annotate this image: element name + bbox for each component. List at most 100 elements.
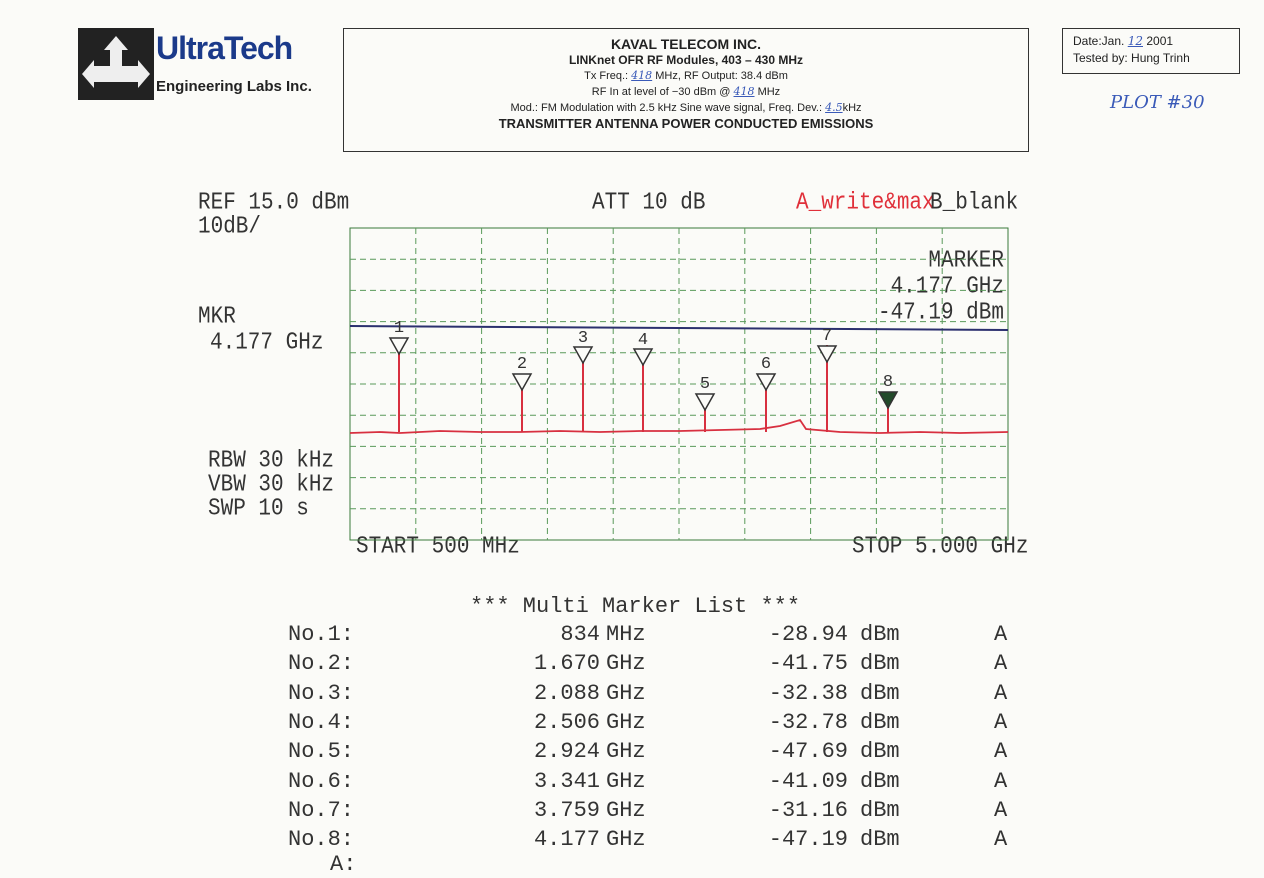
marker-number: 7	[822, 327, 832, 346]
rf-line: RF In at level of −30 dBm @ 418 MHz	[344, 84, 1028, 100]
marker-number: 6	[761, 355, 771, 374]
stop-freq: STOP 5.000 GHz	[852, 534, 1029, 561]
level: -32.38	[768, 680, 848, 706]
handwriting: 12	[1127, 34, 1143, 48]
marker-no: No.5:	[288, 739, 355, 765]
text: Tx Freq.:	[584, 70, 629, 82]
sweep: SWP 10 s	[208, 496, 309, 523]
freq-unit: GHz	[606, 797, 646, 823]
frequency: 3.341	[533, 768, 600, 794]
freq-unit: GHz	[606, 768, 646, 794]
text: Tested by:	[1073, 51, 1128, 65]
doc-title: TRANSMITTER ANTENNA POWER CONDUCTED EMIS…	[498, 116, 874, 131]
marker-number: 8	[883, 373, 893, 392]
marker-number: 3	[578, 329, 588, 348]
freq-unit: GHz	[606, 709, 646, 735]
freq-unit: GHz	[606, 680, 646, 706]
list-title: *** Multi Marker List ***	[470, 594, 801, 619]
trace: A	[994, 651, 1008, 677]
trace-a: A_write&max	[796, 190, 935, 217]
list-footer: A:	[330, 852, 357, 877]
spectrum-plot: 1 2 3 4 5 6 7 8	[349, 227, 1009, 541]
text: RF In at level of −30 dBm @	[591, 86, 731, 98]
logo-sub: Engineering Labs Inc.	[156, 78, 312, 95]
trace: A	[994, 680, 1008, 706]
frequency: 2.924	[533, 739, 600, 765]
marker-number: 1	[394, 319, 404, 338]
frequency: 2.088	[533, 680, 600, 706]
handwriting: 418	[631, 69, 653, 82]
handwriting: 418	[733, 85, 755, 98]
marker-symbols	[388, 337, 899, 412]
level: -47.19	[768, 827, 848, 853]
text: MHz	[757, 86, 781, 98]
mkr-label: MKR	[198, 304, 236, 331]
text: Mod.: FM Modulation with 2.5 kHz Sine wa…	[510, 102, 823, 114]
tx-line: Tx Freq.: 418 MHz, RF Output: 38.4 dBm	[344, 68, 1028, 84]
tested-line: Tested by: Hung Trinh	[1073, 50, 1239, 67]
trace: A	[994, 768, 1008, 794]
marker-no: No.3:	[288, 680, 355, 706]
marker-no: No.4:	[288, 709, 355, 735]
marker-number: 2	[517, 355, 527, 374]
text: Hung Trinh	[1131, 51, 1190, 65]
trace-b: B_blank	[930, 190, 1019, 217]
marker-numbers: 1 2 3 4 5 6 7 8	[394, 319, 893, 394]
ref-level: REF 15.0 dBm	[198, 190, 350, 217]
mod-line: Mod.: FM Modulation with 2.5 kHz Sine wa…	[344, 100, 1028, 116]
mkr-freq: 4.177 GHz	[210, 330, 324, 357]
logo-icon	[78, 28, 154, 100]
freq-unit: MHz	[606, 622, 646, 647]
plot-number: PLOT #30	[1110, 92, 1205, 113]
start-freq: START 500 MHz	[356, 534, 520, 561]
level: -41.09	[768, 768, 848, 794]
scale: 10dB/	[198, 214, 262, 241]
level-unit: dBm	[860, 680, 900, 706]
marker-number: 4	[638, 331, 648, 350]
date-line: Date:Jan. 12 2001	[1073, 33, 1239, 50]
marker-number: 5	[700, 375, 710, 394]
marker-label: MARKER	[928, 248, 1004, 275]
threshold-line	[349, 325, 1009, 331]
vbw: VBW 30 kHz	[208, 472, 335, 499]
marker-no: No.8:	[288, 827, 355, 853]
logo-name: UltraTech	[156, 30, 293, 66]
text: kHz	[842, 102, 862, 114]
frequency: 834	[560, 622, 600, 647]
trace	[349, 418, 1009, 434]
trace: A	[994, 622, 1008, 647]
trace: A	[994, 739, 1008, 765]
company: KAVAL TELECOM INC.	[610, 36, 762, 52]
level-unit: dBm	[860, 622, 900, 647]
header-box: KAVAL TELECOM INC. LINKnet OFR RF Module…	[343, 28, 1029, 152]
date-box: Date:Jan. 12 2001 Tested by: Hung Trinh	[1062, 28, 1240, 74]
grid	[349, 227, 1009, 541]
level-unit: dBm	[860, 797, 900, 823]
level: -47.69	[768, 739, 848, 765]
level-unit: dBm	[860, 651, 900, 677]
level: -41.75	[768, 651, 848, 677]
product: LINKnet OFR RF Modules, 403 – 430 MHz	[568, 53, 804, 67]
marker-no: No.6:	[288, 768, 355, 794]
trace: A	[994, 709, 1008, 735]
level-unit: dBm	[860, 739, 900, 765]
handwriting: 4.5	[825, 101, 843, 114]
trace: A	[994, 797, 1008, 823]
frequency: 3.759	[533, 797, 600, 823]
level-unit: dBm	[860, 768, 900, 794]
level: -32.78	[768, 709, 848, 735]
frequency: 4.177	[533, 827, 600, 853]
marker-no: No.7:	[288, 797, 355, 823]
freq-unit: GHz	[606, 827, 646, 853]
freq-unit: GHz	[606, 651, 646, 677]
marker-no: No.2:	[288, 651, 355, 677]
level: -31.16	[768, 797, 848, 823]
marker-freq: 4.177 GHz	[890, 274, 1004, 301]
text: MHz, RF Output: 38.4 dBm	[655, 70, 788, 82]
level-unit: dBm	[860, 709, 900, 735]
level: -28.94	[768, 622, 848, 647]
level-unit: dBm	[860, 827, 900, 853]
frequency: 1.670	[533, 651, 600, 677]
trace: A	[994, 827, 1008, 853]
